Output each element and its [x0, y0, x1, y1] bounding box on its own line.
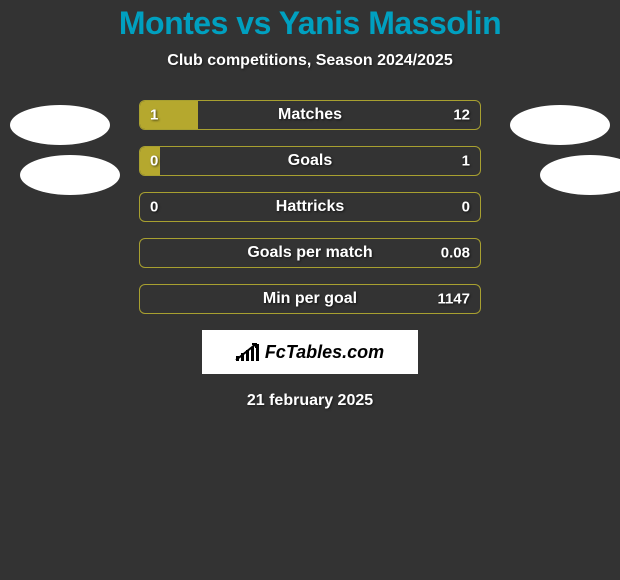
stat-row: Goals per match 0.08	[139, 238, 481, 268]
vs-text: vs	[236, 5, 271, 41]
logo-box: FcTables.com	[202, 330, 418, 374]
stat-row: 1 Matches 12	[139, 100, 481, 130]
stats-section: 1 Matches 12 0 Goals 1 0 Hattricks 0 Goals per ma…	[0, 100, 620, 314]
stat-label: Goals per match	[247, 244, 372, 262]
stat-value-right: 0	[462, 199, 470, 216]
arrow-icon	[234, 342, 264, 364]
stat-label: Hattricks	[276, 198, 344, 216]
stat-value-left: 0	[150, 153, 158, 170]
stat-fill-left	[140, 101, 198, 129]
player2-avatar-2	[540, 155, 620, 195]
stat-value-right: 1	[462, 153, 470, 170]
logo-text: FcTables.com	[265, 342, 384, 363]
stat-label: Goals	[288, 152, 332, 170]
player2-name: Yanis Massolin	[279, 5, 501, 41]
player2-avatar-1	[510, 105, 610, 145]
stat-row: 0 Goals 1	[139, 146, 481, 176]
stat-rows: 1 Matches 12 0 Goals 1 0 Hattricks 0 Goals per ma…	[139, 100, 481, 314]
player1-name: Montes	[119, 5, 228, 41]
stat-value-right: 1147	[437, 291, 470, 308]
stat-row: 0 Hattricks 0	[139, 192, 481, 222]
stat-row: Min per goal 1147	[139, 284, 481, 314]
date-label: 21 february 2025	[0, 392, 620, 410]
stat-value-right: 0.08	[441, 245, 470, 262]
stat-value-right: 12	[453, 107, 470, 124]
stat-label: Matches	[278, 106, 342, 124]
stat-value-left: 0	[150, 199, 158, 216]
stat-label: Min per goal	[263, 290, 357, 308]
page-title: Montes vs Yanis Massolin	[0, 5, 620, 42]
comparison-card: Montes vs Yanis Massolin Club competitio…	[0, 0, 620, 410]
player1-avatar-1	[10, 105, 110, 145]
stat-value-left: 1	[150, 107, 158, 124]
subtitle: Club competitions, Season 2024/2025	[0, 52, 620, 70]
player1-avatar-2	[20, 155, 120, 195]
chart-icon	[236, 344, 259, 361]
